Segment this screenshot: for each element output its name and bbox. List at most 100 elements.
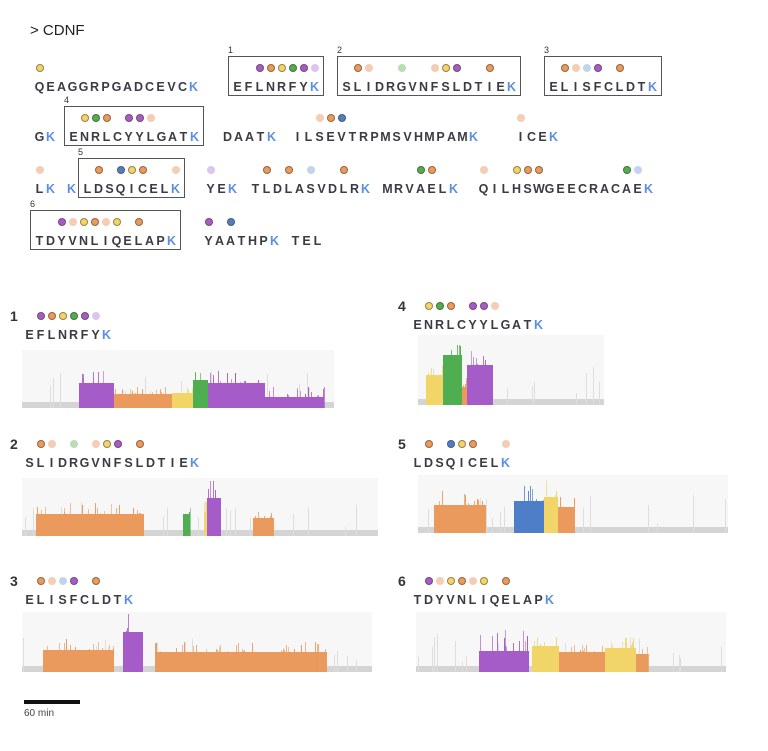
noise-spike [162, 516, 164, 536]
modification-dot-icon [204, 218, 213, 226]
amino-acid: Y [204, 234, 213, 248]
signal-spike [556, 491, 558, 533]
noise-spike [59, 373, 61, 408]
modification-dot-icon [116, 166, 125, 174]
signal-trace [22, 478, 378, 538]
state-segment [426, 375, 443, 405]
signal-spike [89, 515, 91, 536]
signal-spike [71, 652, 73, 672]
signal-spike [532, 489, 534, 533]
amino-acid: L [255, 80, 264, 94]
noise-spike [656, 524, 658, 533]
signal-spike [156, 389, 158, 408]
signal-spike [287, 393, 289, 408]
signal-spike [158, 394, 160, 408]
signal-spike [317, 643, 319, 672]
noise-spike [337, 650, 339, 672]
signal-spike [112, 645, 114, 672]
signal-spike [288, 394, 290, 408]
amino-acid: S [25, 456, 34, 470]
amino-acid: W [533, 182, 545, 196]
signal-spike [159, 651, 161, 672]
amino-acid: N [101, 456, 112, 470]
amino-acid: V [403, 130, 412, 144]
signal-spike [236, 645, 238, 672]
signal-spike [527, 636, 529, 672]
modification-dot-icon [112, 218, 121, 226]
signal-spike [630, 644, 632, 672]
signal-spike [273, 387, 275, 408]
sequence-token: Q I L H SWG E E C R A C A E K [478, 180, 654, 214]
signal-spike [88, 509, 90, 536]
noise-spike [693, 495, 695, 533]
signal-spike [315, 642, 317, 672]
noise-spike [427, 508, 429, 533]
amino-acid: Q [489, 593, 500, 607]
signal-spike [269, 515, 271, 536]
signal-spike [165, 387, 167, 408]
signal-spike [254, 516, 256, 536]
signal-spike [205, 501, 207, 536]
signal-spike [184, 644, 186, 672]
signal-spike [215, 648, 217, 672]
amino-acid: K [448, 182, 459, 196]
amino-acid: L [134, 234, 143, 248]
signal-spike [430, 368, 432, 405]
amino-acid: A [511, 318, 522, 332]
amino-acid: K [266, 130, 277, 144]
signal-spike [476, 364, 478, 405]
signal-spike [480, 634, 482, 672]
signal-spike [99, 513, 101, 536]
peptide-box-number: 3 [544, 45, 550, 55]
amino-acid: T [157, 456, 166, 470]
modification-dot-icon [364, 64, 373, 72]
amino-acid: L [353, 80, 362, 94]
signal-spike [103, 511, 105, 536]
modification-dot-icon [397, 64, 406, 72]
amino-acid: R [90, 130, 101, 144]
panel-number: 5 [398, 436, 406, 452]
noise-spike [307, 507, 309, 536]
modification-dot-icon [447, 577, 455, 585]
amino-acid: K [189, 130, 200, 144]
amino-acid: E [501, 593, 510, 607]
panel-number: 2 [10, 436, 18, 452]
amino-acid: E [46, 80, 55, 94]
state-segment [544, 497, 558, 533]
signal-spike [194, 372, 196, 408]
signal-spike [182, 645, 184, 672]
signal-spike [209, 653, 211, 672]
signal-spike [281, 649, 283, 672]
noise-spike [720, 646, 722, 672]
signal-spike [625, 637, 627, 672]
amino-acid: T [291, 234, 300, 248]
modification-dot-icon [447, 440, 455, 448]
signal-spike [126, 627, 128, 672]
signal-spike [324, 649, 326, 672]
modification-dot-icon [48, 312, 56, 320]
signal-spike [470, 351, 472, 405]
amino-acid: Y [124, 130, 133, 144]
amino-acid: E [179, 456, 188, 470]
sequence-title: > CDNF [30, 22, 85, 39]
modification-dot-icon [447, 302, 455, 310]
modification-dot-icon [299, 64, 308, 72]
amino-acid: T [251, 182, 260, 196]
signal-spike [95, 510, 97, 536]
amino-acid: T [179, 130, 188, 144]
noise-spike [234, 508, 236, 536]
modification-dot-icon [288, 64, 297, 72]
signal-spike [195, 373, 197, 408]
amino-acid: T [237, 234, 246, 248]
signal-spike [109, 384, 111, 408]
modification-dot-icon [262, 166, 271, 174]
amino-acid: K [189, 456, 200, 470]
amino-acid: K [166, 234, 177, 248]
signal-spike [543, 499, 545, 533]
noise-spike [344, 527, 346, 536]
signal-spike [308, 387, 310, 408]
